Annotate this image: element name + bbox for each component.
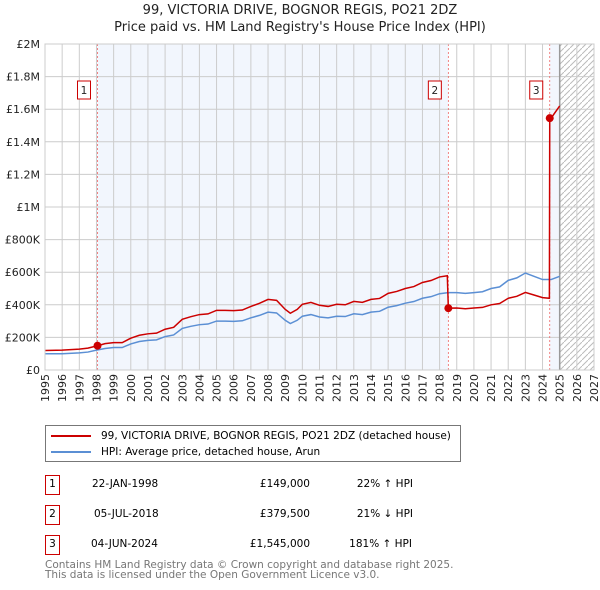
x-tick-label: 2009 (279, 374, 292, 402)
legend-item-property: 99, VICTORIA DRIVE, BOGNOR REGIS, PO21 2… (51, 430, 451, 442)
sale-hpi: 21% ↓ HPI (356, 508, 413, 520)
x-tick-label: 2023 (519, 374, 532, 402)
chart-subtitle: Price paid vs. HM Land Registry's House … (114, 20, 486, 35)
x-tick-label: 2000 (125, 374, 138, 402)
x-tick-label: 2006 (228, 374, 241, 402)
sale-price: £149,000 (259, 478, 310, 490)
sale-marker-box (76, 80, 91, 100)
sale-marker-box (529, 80, 544, 100)
x-tick-label: 1997 (73, 374, 86, 402)
sale-date: 22-JAN-1998 (92, 478, 159, 490)
x-tick-label: 2008 (262, 374, 275, 402)
x-tick-label: 2003 (176, 374, 189, 402)
x-tick-label: 2027 (588, 374, 600, 402)
y-tick-label: £400K (5, 299, 41, 312)
sale-price: £1,545,000 (249, 538, 310, 550)
price-paid-line (44, 105, 561, 352)
legend-label: 99, VICTORIA DRIVE, BOGNOR REGIS, PO21 2… (101, 430, 451, 442)
sale-marker-label: 2 (45, 505, 60, 525)
x-tick-label: 2025 (554, 374, 567, 402)
footer-copyright: Contains HM Land Registry data © Crown c… (45, 559, 454, 571)
footer: Contains HM Land Registry data © Crown c… (45, 559, 454, 581)
x-tick-label: 1998 (90, 374, 103, 402)
x-tick-label: 2013 (348, 374, 361, 402)
sale-row: 3 04-JUN-2024 £1,545,000 181% ↑ HPI (45, 535, 445, 555)
sale-marker-number: 3 (533, 85, 540, 97)
footer-licence: This data is licensed under the Open Gov… (45, 569, 380, 581)
sale-marker-label: 3 (45, 535, 60, 555)
y-tick-label: £1M (17, 201, 41, 214)
y-tick-label: £0 (26, 364, 40, 377)
legend-item-hpi: HPI: Average price, detached house, Arun (51, 446, 320, 458)
x-tick-label: 2024 (537, 374, 550, 402)
sale-row: 2 05-JUL-2018 £379,500 21% ↓ HPI (45, 505, 445, 525)
x-tick-label: 2001 (142, 374, 155, 402)
sale-marker-label: 1 (45, 475, 60, 495)
sale-hpi: 181% ↑ HPI (349, 538, 412, 550)
y-tick-label: £200K (5, 331, 41, 344)
sale-point (444, 304, 453, 313)
y-tick-label: £1.8M (6, 71, 40, 84)
x-tick-label: 1996 (56, 374, 69, 402)
x-tick-label: 2004 (193, 374, 206, 402)
x-tick-label: 2015 (382, 374, 395, 402)
x-tick-label: 2020 (468, 374, 481, 402)
x-tick-label: 2016 (399, 374, 412, 402)
y-tick-label: £2M (17, 38, 41, 51)
legend-label: HPI: Average price, detached house, Arun (101, 446, 321, 458)
sale-marker-number: 2 (431, 85, 438, 97)
sale-hpi: 22% ↑ HPI (356, 478, 413, 490)
x-tick-label: 2017 (416, 374, 429, 402)
sale-row: 1 22-JAN-1998 £149,000 22% ↑ HPI (45, 475, 445, 495)
x-tick-label: 2018 (434, 374, 447, 402)
x-tick-label: 2010 (296, 374, 309, 402)
y-tick-label: £1.4M (6, 136, 40, 149)
sale-price: £379,500 (259, 508, 310, 520)
x-tick-label: 2014 (365, 374, 378, 402)
y-tick-label: £600K (5, 266, 41, 279)
y-tick-label: £800K (5, 234, 41, 247)
x-tick-label: 2026 (571, 374, 584, 402)
legend-swatch (51, 451, 91, 453)
hpi-line (45, 272, 560, 355)
sale-marker-box (427, 80, 442, 100)
legend: 99, VICTORIA DRIVE, BOGNOR REGIS, PO21 2… (45, 425, 461, 462)
plot-area: 1995 1996 1997 1998 1999 2000 2001 2002 2003 2004… (5, 38, 600, 402)
sale-marker-number: 1 (81, 85, 88, 97)
x-tick-label: 2002 (159, 374, 172, 402)
x-tick-label: 2022 (502, 374, 515, 402)
x-tick-label: 2021 (485, 374, 498, 402)
x-tick-label: 2019 (451, 374, 464, 402)
sale-point (93, 341, 102, 350)
plot-border (44, 43, 595, 371)
sale-date: 05-JUL-2018 (94, 508, 159, 520)
legend-swatch (51, 435, 91, 437)
x-tick-label: 2007 (245, 374, 258, 402)
y-tick-label: £1.2M (6, 168, 40, 181)
y-tick-label: £1.6M (6, 103, 40, 116)
sale-date: 04-JUN-2024 (91, 538, 158, 550)
chart-title: 99, VICTORIA DRIVE, BOGNOR REGIS, PO21 2… (142, 3, 458, 18)
x-tick-label: 2005 (211, 374, 224, 402)
x-tick-label: 1999 (108, 374, 121, 402)
sale-point (545, 114, 554, 123)
x-tick-label: 2011 (314, 374, 327, 402)
x-tick-label: 1995 (39, 374, 52, 402)
x-tick-label: 2012 (331, 374, 344, 402)
